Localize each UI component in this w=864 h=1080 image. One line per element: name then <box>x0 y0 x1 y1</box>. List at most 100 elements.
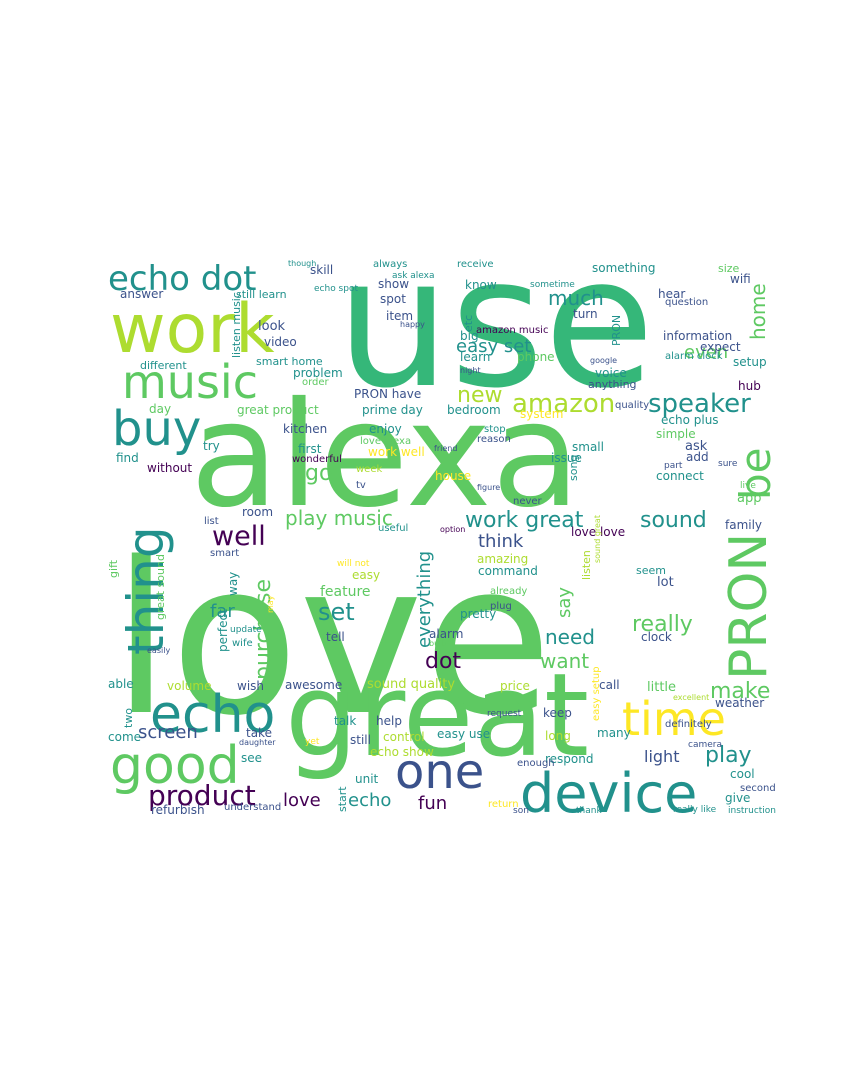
word-screen: screen <box>138 722 198 743</box>
word-music: music <box>122 355 258 409</box>
word-enjoy: enjoy <box>369 422 402 436</box>
word-receive: receive <box>457 259 494 270</box>
word-app: app <box>737 491 761 506</box>
word-size: size <box>718 262 740 275</box>
word-kitchen: kitchen <box>283 422 327 436</box>
word-love-alexa: love alexa <box>360 436 411 447</box>
word-good: good <box>110 736 240 796</box>
word-wife: wife <box>232 638 253 649</box>
word-echo-plus: echo plus <box>661 413 719 427</box>
word-easy-set: easy set <box>456 336 531 357</box>
word-see: see <box>241 751 262 765</box>
word-sometime: sometime <box>530 280 575 290</box>
word-echo: echo <box>348 790 391 811</box>
word-respond: respond <box>545 752 594 766</box>
word-wifi: wifi <box>730 272 751 286</box>
word-without: without <box>147 461 192 475</box>
word-far: far <box>210 601 235 622</box>
word-live: live <box>740 481 756 491</box>
word-say: say <box>554 587 575 618</box>
word-issue: issue <box>551 451 582 465</box>
word-start: start <box>336 786 349 812</box>
word-hear: hear <box>658 287 685 301</box>
word-play: play <box>705 743 752 768</box>
word-connect: connect <box>656 469 704 483</box>
word-always: always <box>373 259 407 270</box>
word-thank: thank <box>576 806 602 816</box>
word-setup: setup <box>733 355 767 369</box>
word-everything: everything <box>414 551 435 648</box>
word-night: night <box>460 366 481 375</box>
word-great-sound: great sound <box>154 554 167 620</box>
word-help: help <box>376 714 402 728</box>
word-give: give <box>725 791 750 805</box>
word-refurbish: refurbish <box>151 803 205 817</box>
word-alarm-clock: alarm clock <box>665 351 723 362</box>
word-yet: yet <box>305 737 320 747</box>
word-understand: understand <box>224 802 281 813</box>
word-price: price <box>500 679 530 693</box>
word-different: different <box>140 359 187 372</box>
word-return: return <box>488 799 519 810</box>
word-small: small <box>572 440 604 454</box>
word-amazon: amazon <box>512 389 615 419</box>
word-never: never <box>513 496 543 507</box>
word-well: well <box>212 521 266 552</box>
word-much: much <box>548 286 604 310</box>
word-listen: listen <box>580 550 593 580</box>
word-big: big <box>460 329 479 343</box>
word-even: even <box>684 342 728 363</box>
word-smart-home: smart home <box>256 355 323 368</box>
word-expect: expect <box>700 340 741 354</box>
word-great: great <box>285 649 589 783</box>
word-need: need <box>545 625 595 649</box>
word-buy: buy <box>112 401 201 457</box>
word-plug: plug <box>490 601 512 612</box>
word-easily: easily <box>147 646 170 655</box>
word-definitely: definitely <box>665 719 712 730</box>
word-two: two <box>122 708 135 728</box>
word-skill: skill <box>310 263 333 277</box>
word-day: day <box>149 402 171 416</box>
word-thing: thing <box>117 526 175 655</box>
word-echo: echo <box>150 685 275 745</box>
word-pretty: pretty <box>460 607 496 621</box>
word-know: know <box>465 278 497 292</box>
word-purchase: purchase <box>251 579 276 680</box>
word-light: light <box>644 747 679 766</box>
word-sound-great: sound great <box>593 515 602 563</box>
word-alexa: alexa <box>190 371 580 540</box>
word-love: love <box>112 517 552 762</box>
word-voice: voice <box>595 366 627 380</box>
word-clock: clock <box>641 630 672 644</box>
word-problem: problem <box>293 366 343 380</box>
word-great-product: great product <box>237 403 319 417</box>
word-part: part <box>664 461 683 471</box>
word-bedroom: bedroom <box>447 403 501 417</box>
word-look: look <box>258 319 286 334</box>
word-phone: phone <box>517 350 555 364</box>
word-echo-show: echo show <box>370 745 434 759</box>
word-device: device <box>520 762 697 825</box>
word-show: show <box>378 277 409 291</box>
word-call: call <box>599 678 620 692</box>
word-family: family <box>725 518 762 532</box>
word-list: list <box>204 516 219 527</box>
word-really: really <box>632 612 693 637</box>
word-perfect: perfect <box>216 609 230 652</box>
word-song: song <box>567 455 580 481</box>
word-house: house <box>435 469 471 483</box>
word-dot: dot <box>425 649 461 674</box>
word-feature: feature <box>320 584 371 600</box>
word-amazing: amazing <box>477 552 528 566</box>
word-pron-have: PRON have <box>354 387 421 401</box>
word-take: take <box>246 726 272 740</box>
word-be: be <box>731 448 780 501</box>
word-camera: camera <box>688 740 722 750</box>
word-go: go <box>305 461 332 486</box>
word-sound: sound <box>640 508 707 533</box>
word-daughter: daughter <box>239 738 276 747</box>
word-volume: volume <box>167 679 211 693</box>
word-time: time <box>622 692 726 746</box>
word-speaker: speaker <box>648 389 751 419</box>
